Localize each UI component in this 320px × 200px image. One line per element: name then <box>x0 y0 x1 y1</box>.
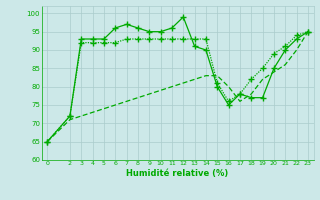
X-axis label: Humidité relative (%): Humidité relative (%) <box>126 169 229 178</box>
